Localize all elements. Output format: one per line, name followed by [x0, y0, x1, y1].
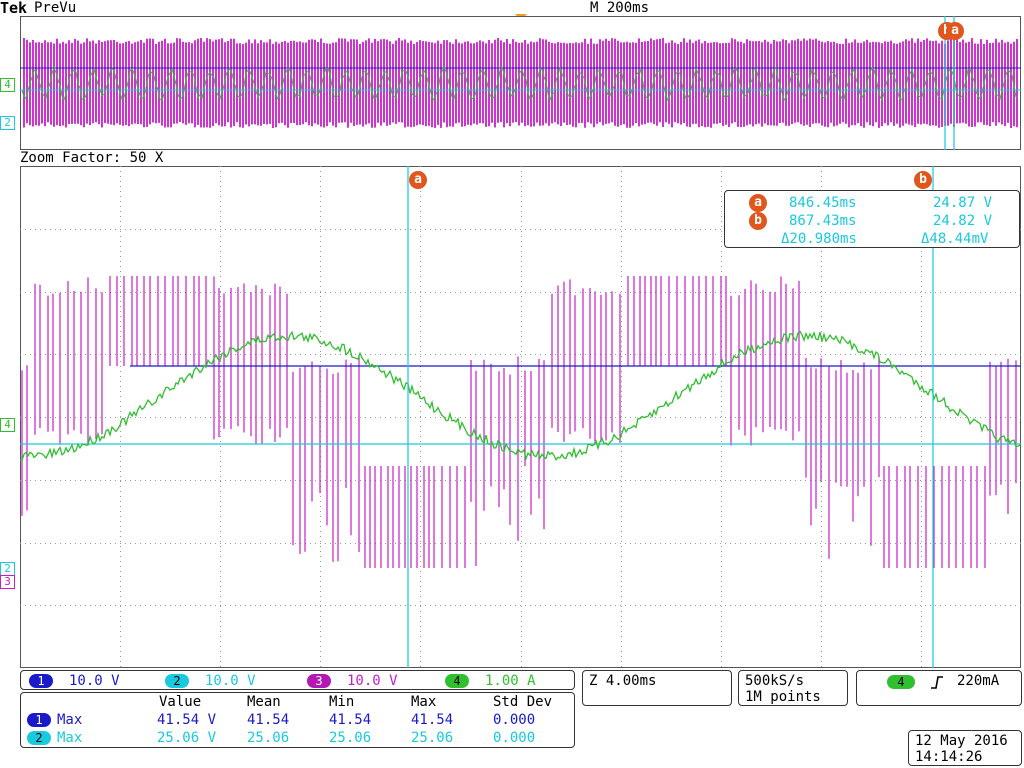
ch3-badge: 3 [307, 674, 331, 688]
cursor-delta-value: Δ48.44mV [921, 231, 989, 247]
zoom-scale-value: Z 4.00ms [589, 673, 657, 689]
measurement-header-min: Min [329, 694, 355, 710]
ch2-badge: 2 [165, 674, 189, 688]
trigger-source-badge: 4 [887, 675, 915, 689]
ch2-scale[interactable]: 2 10.0 V [165, 673, 295, 689]
ch4-overview-trace [21, 65, 1019, 102]
channel-scale-bar: 1 10.0 V 2 10.0 V 3 10.0 V 4 1.00 A [20, 670, 575, 690]
cursor-delta-time: Δ20.980ms [781, 231, 857, 247]
readout-a-icon: a [749, 194, 767, 212]
acquisition-panel[interactable]: 500kS/s 1M points [738, 670, 848, 706]
time-label: 14:14:26 [915, 749, 983, 765]
ch4-badge: 4 [445, 674, 469, 688]
ch3-overview-trace [23, 38, 1018, 128]
measurement-value: 41.54 V [157, 712, 217, 728]
ch1-badge: 1 [29, 674, 53, 688]
zoom-waveform-window[interactable] [20, 166, 1021, 668]
zoom-factor-label: Zoom Factor: 50 X [20, 150, 164, 166]
measurement-header-mean: Mean [247, 694, 281, 710]
ch1-badge: 1 [27, 713, 51, 727]
ch4-scale[interactable]: 4 1.00 A [445, 673, 571, 689]
measurement-type: Max [57, 730, 83, 746]
measurement-header-max: Max [411, 694, 437, 710]
measurement-value: 25.06 V [157, 730, 217, 746]
ch2-ref-marker[interactable]: 2 [0, 562, 15, 576]
datetime-panel: 12 May 2016 14:14:26 [908, 730, 1022, 766]
measurement-header-value: Value [159, 694, 202, 710]
overview-frame [20, 16, 1021, 150]
cursor-b-time: 867.43ms [789, 213, 857, 229]
ch3-scale[interactable]: 3 10.0 V [307, 673, 437, 689]
measurement-max: 25.06 [411, 730, 454, 746]
rising-edge-icon [931, 676, 943, 689]
measurement-stddev: 0.000 [493, 730, 536, 746]
overview-cursor-a-marker[interactable]: a [946, 22, 964, 40]
mode-label: PreVu [34, 0, 77, 16]
ch1-scale-value: 10.0 V [69, 673, 120, 689]
ch4-ref-marker-overview[interactable]: 4 [0, 78, 15, 92]
measurement-min: 25.06 [329, 730, 372, 746]
ch4-ref-marker[interactable]: 4 [0, 418, 15, 432]
readout-b-icon: b [749, 212, 767, 230]
table-row[interactable]: 2 Max 25.06 V 25.06 25.06 25.06 0.000 [21, 730, 574, 747]
ch3-scale-value: 10.0 V [347, 673, 398, 689]
table-row[interactable]: 1 Max 41.54 V 41.54 41.54 41.54 0.000 [21, 712, 574, 729]
measurement-stddev: 0.000 [493, 712, 536, 728]
measurement-max: 41.54 [411, 712, 454, 728]
trigger-level: 220mA [957, 673, 1000, 689]
timebase-label: M 200ms [590, 0, 650, 16]
ch4-scale-value: 1.00 A [485, 673, 536, 689]
ch4-trace [20, 330, 1021, 462]
ch2-badge: 2 [27, 731, 51, 745]
trigger-panel[interactable]: 4 220mA [856, 670, 1022, 706]
record-length: 1M points [745, 689, 821, 705]
measurement-mean: 41.54 [247, 712, 290, 728]
cursor-a-time: 846.45ms [789, 195, 857, 211]
brand-label: Tek [0, 0, 28, 17]
measurement-panel: Value Mean Min Max Std Dev 1 Max 41.54 V… [20, 692, 575, 748]
measurement-header-stddev: Std Dev [493, 694, 553, 710]
overview-waveform-window[interactable] [20, 16, 1021, 150]
measurement-mean: 25.06 [247, 730, 290, 746]
cursor-b-value: 24.82 V [933, 213, 993, 229]
ch3-trace [21, 276, 1017, 568]
cursor-readout-panel: a 846.45ms 24.87 V b 867.43ms 24.82 V Δ2… [724, 190, 1020, 248]
measurement-min: 41.54 [329, 712, 372, 728]
cursor-b-marker[interactable]: b [914, 171, 932, 189]
date-label: 12 May 2016 [915, 733, 1008, 749]
cursor-a-marker[interactable]: a [409, 171, 427, 189]
zoom-scale-panel[interactable]: Z 4.00ms [582, 670, 732, 706]
measurement-type: Max [57, 712, 83, 728]
ch2-ref-marker-overview[interactable]: 2 [0, 116, 15, 130]
ch2-scale-value: 10.0 V [205, 673, 256, 689]
ch1-scale[interactable]: 1 10.0 V [29, 673, 159, 689]
sample-rate: 500kS/s [745, 673, 805, 689]
ch3-ref-marker[interactable]: 3 [0, 575, 15, 589]
cursor-a-value: 24.87 V [933, 195, 993, 211]
